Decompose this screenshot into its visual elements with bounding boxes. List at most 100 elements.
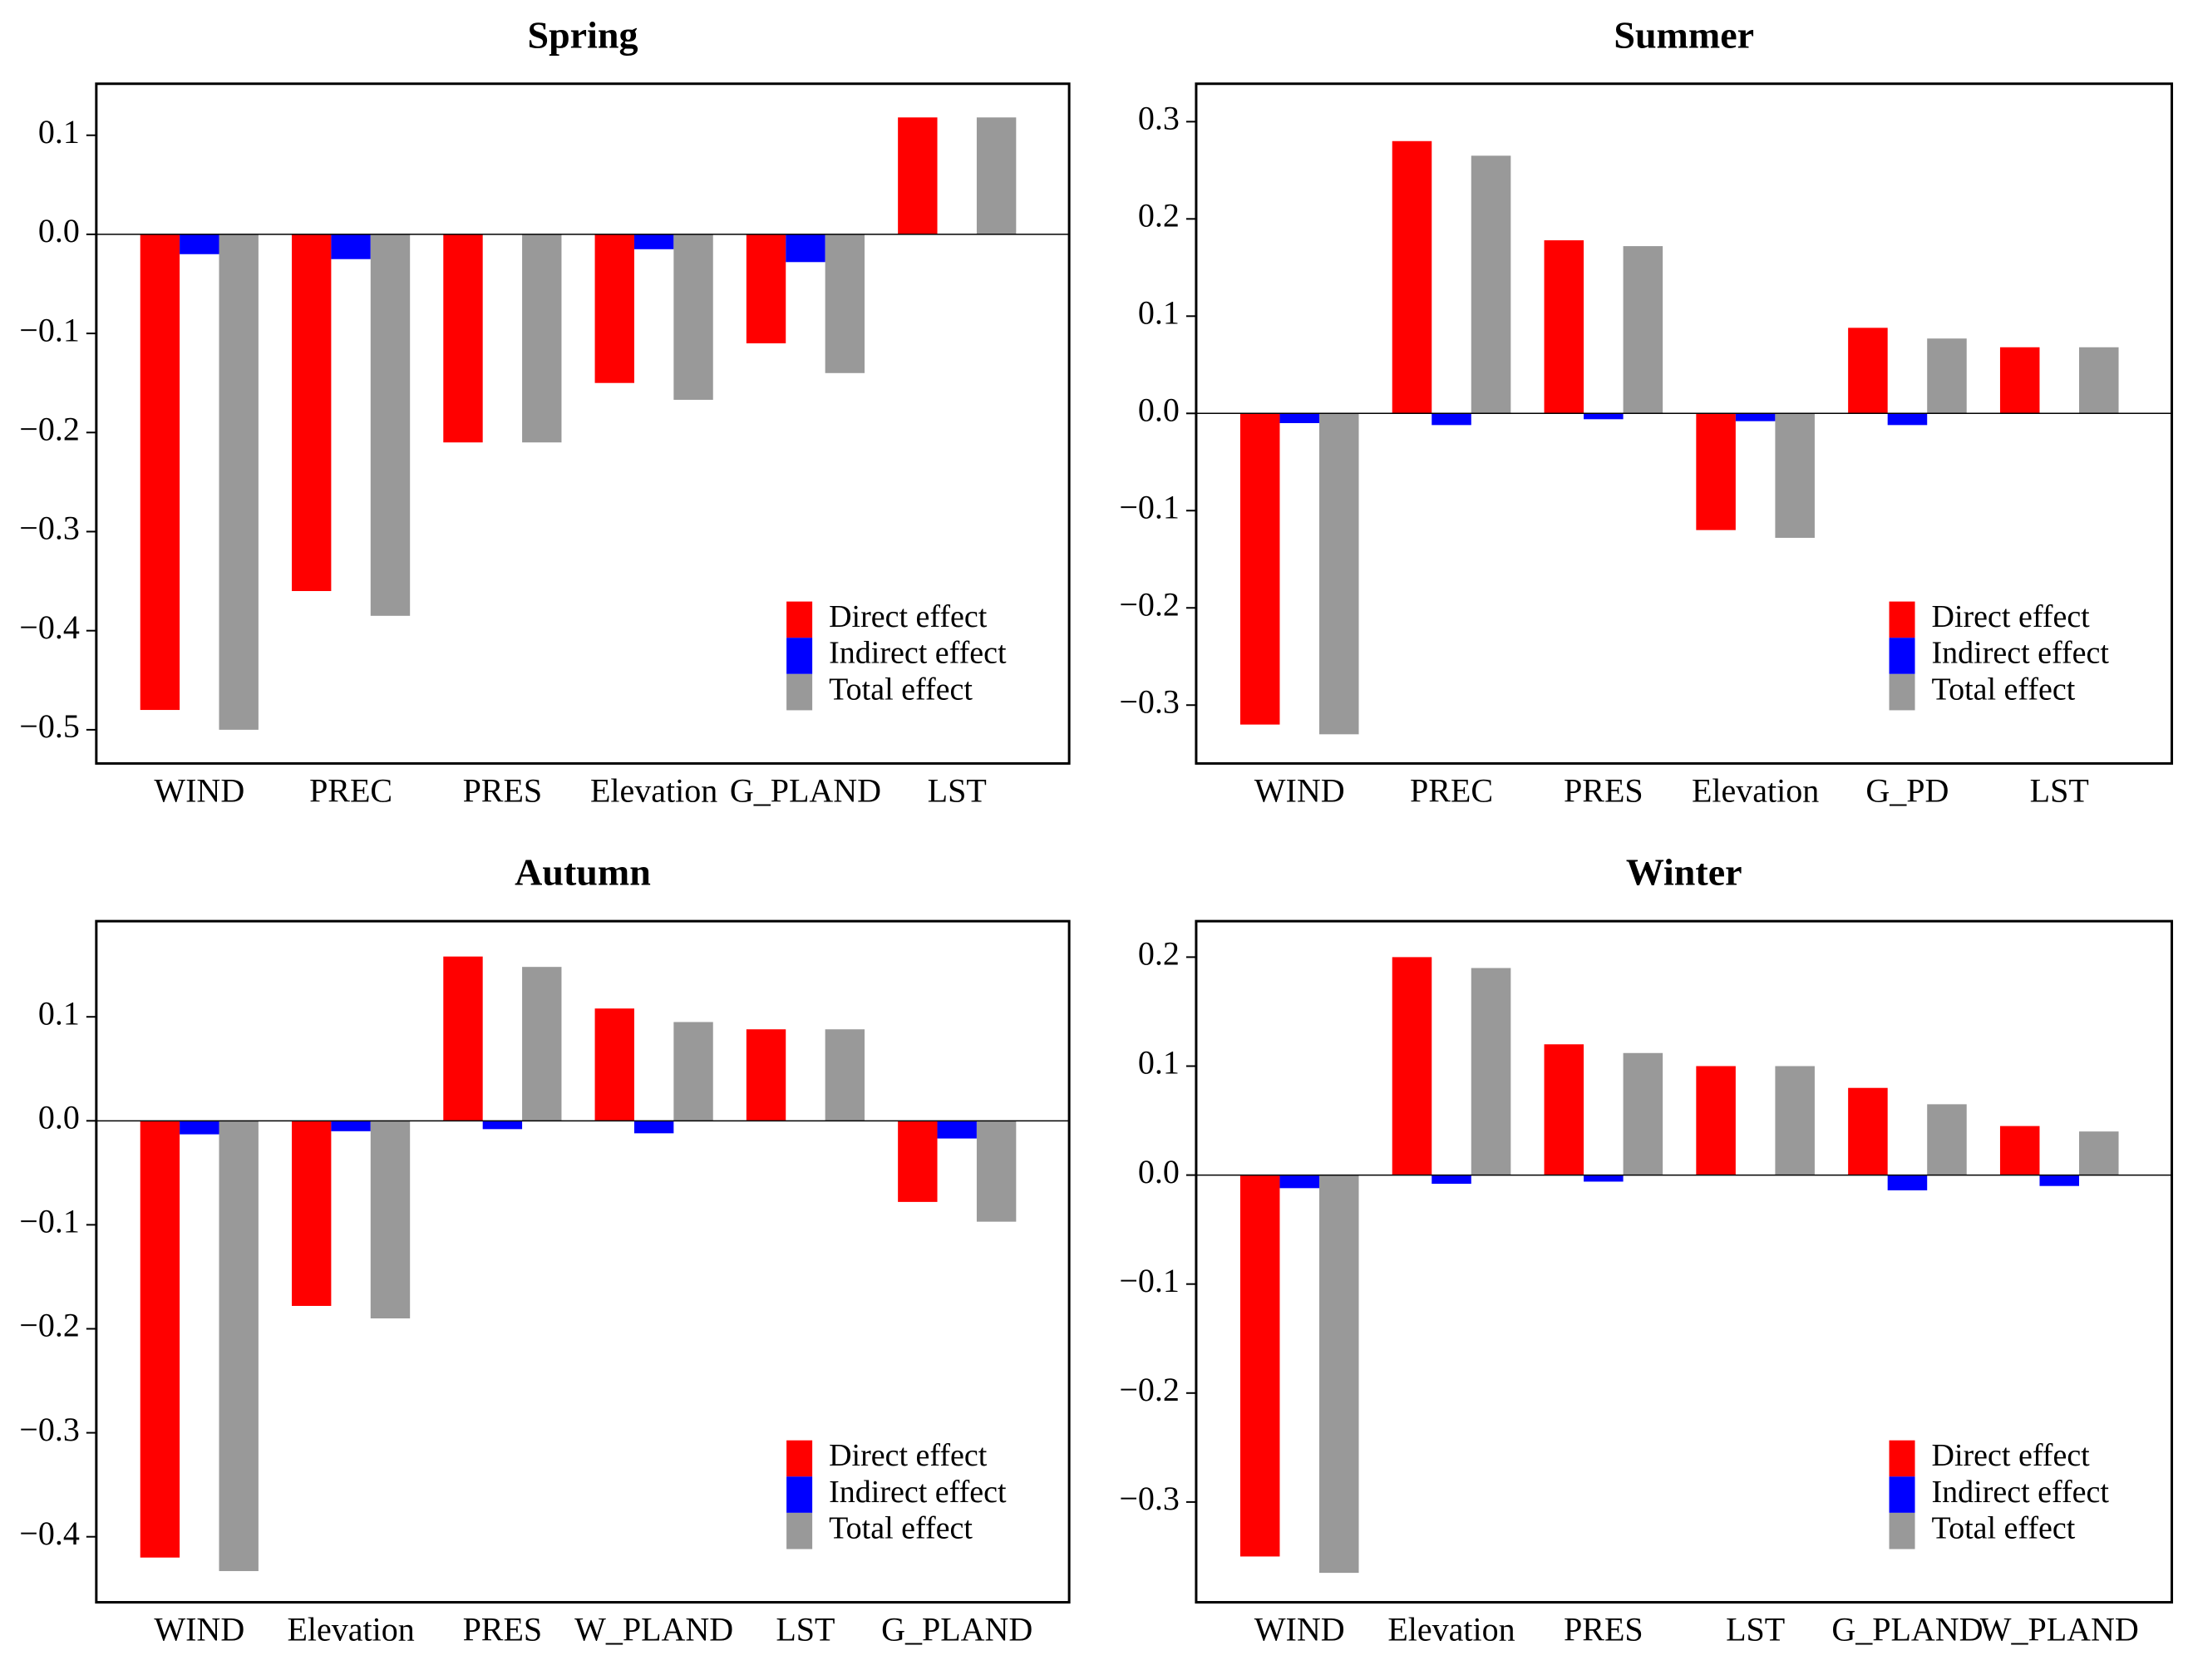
bar (291, 1121, 332, 1306)
bar (1584, 413, 1624, 420)
x-tick-label: WIND (1254, 1611, 1345, 1648)
bar (1584, 1175, 1624, 1182)
bar (219, 1121, 259, 1571)
y-tick-label: 0.1 (38, 994, 80, 1032)
bar (1239, 413, 1280, 725)
x-tick-label: LST (928, 772, 987, 810)
bar (1544, 1044, 1584, 1175)
y-tick-label: 0.0 (1138, 1153, 1180, 1190)
x-tick-label: LST (776, 1611, 835, 1648)
chart-title: Spring (528, 13, 638, 56)
chart-title: Summer (1614, 13, 1754, 56)
x-tick-label: PRES (1564, 1611, 1643, 1648)
chart-title: Autumn (515, 851, 651, 894)
bar (291, 234, 332, 592)
bar (1432, 413, 1471, 426)
bar (1544, 240, 1584, 414)
chart-title: Winter (1626, 851, 1742, 894)
bar (1696, 413, 1736, 530)
bar (1775, 1066, 1815, 1175)
x-tick-label: Elevation (1692, 772, 1819, 810)
y-tick-label: −0.3 (1119, 682, 1180, 720)
bar (825, 1029, 865, 1121)
y-tick-label: −0.1 (19, 311, 80, 348)
x-tick-label: Elevation (287, 1611, 414, 1648)
legend-label: Direct effect (829, 1438, 988, 1473)
bar (1623, 246, 1663, 414)
bar (1279, 413, 1319, 423)
x-tick-label: PREC (309, 772, 392, 810)
x-tick-label: WIND (154, 1611, 244, 1648)
y-tick-label: −0.3 (19, 1411, 80, 1448)
legend-swatch (786, 1512, 813, 1549)
bar (522, 967, 562, 1121)
legend-label: Indirect effect (1932, 636, 2110, 671)
bar (1471, 968, 1511, 1175)
legend-swatch (786, 601, 813, 638)
bar (370, 234, 411, 616)
y-tick-label: −0.2 (19, 410, 80, 447)
plot-frame (1195, 82, 2174, 765)
x-tick-label: G_PLAND (881, 1611, 1032, 1648)
y-tick-label: −0.1 (1119, 1262, 1180, 1299)
bar (1696, 1066, 1736, 1175)
x-tick-label: PRES (1564, 772, 1643, 810)
bar (1999, 1126, 2040, 1175)
y-tick-label: −0.3 (1119, 1480, 1180, 1517)
plot-frame (95, 82, 1071, 765)
x-tick-label: W_PLAND (1980, 1611, 2139, 1648)
y-tick-label: −0.2 (19, 1307, 80, 1344)
bar (522, 234, 562, 443)
y-tick-label: 0.2 (1138, 197, 1180, 234)
bar (1927, 338, 1967, 414)
legend-label: Total effect (1932, 1510, 2076, 1545)
bar (1999, 347, 2040, 414)
legend-swatch (1889, 638, 1915, 674)
bar (786, 234, 825, 263)
x-tick-label: PRES (463, 772, 543, 810)
bar (746, 1029, 786, 1121)
bar (1318, 1175, 1359, 1574)
bar (1623, 1052, 1663, 1175)
bar (140, 1121, 180, 1558)
y-tick-label: −0.1 (19, 1203, 80, 1240)
x-tick-label: LST (2030, 772, 2089, 810)
bar (180, 1121, 219, 1135)
bar (370, 1121, 411, 1318)
bar (331, 234, 371, 259)
bar (1318, 413, 1359, 735)
y-tick-label: 0.1 (1138, 293, 1180, 331)
plot-frame (1195, 919, 2174, 1604)
bar (825, 234, 865, 373)
bar (976, 1121, 1017, 1222)
bar (1471, 155, 1511, 414)
bar (1432, 1175, 1471, 1185)
bar (746, 234, 786, 344)
bar (594, 1008, 634, 1121)
x-tick-label: W_PLAND (574, 1611, 733, 1648)
y-tick-label: −0.3 (19, 510, 80, 547)
bar (1887, 1175, 1928, 1190)
legend-label: Indirect effect (1932, 1475, 2110, 1510)
bar (633, 234, 674, 249)
legend-label: Direct effect (829, 599, 988, 634)
bar (1239, 1175, 1280, 1557)
bar (1927, 1104, 1967, 1175)
x-tick-label: G_PLAND (1831, 1611, 1983, 1648)
bar (976, 117, 1017, 234)
y-tick-label: 0.3 (1138, 100, 1180, 137)
bar (482, 1121, 523, 1130)
bar (594, 234, 634, 383)
x-tick-label: PREC (1410, 772, 1493, 810)
x-tick-label: PRES (463, 1611, 543, 1648)
bar (2079, 1131, 2119, 1175)
bar (1392, 957, 1432, 1175)
x-tick-label: WIND (154, 772, 244, 810)
legend-swatch (786, 1440, 813, 1477)
y-tick-label: 0.0 (38, 212, 80, 249)
y-tick-label: −0.5 (19, 707, 80, 745)
bar (219, 234, 259, 730)
x-tick-label: G_PD (1865, 772, 1949, 810)
legend-swatch (1889, 1440, 1915, 1477)
